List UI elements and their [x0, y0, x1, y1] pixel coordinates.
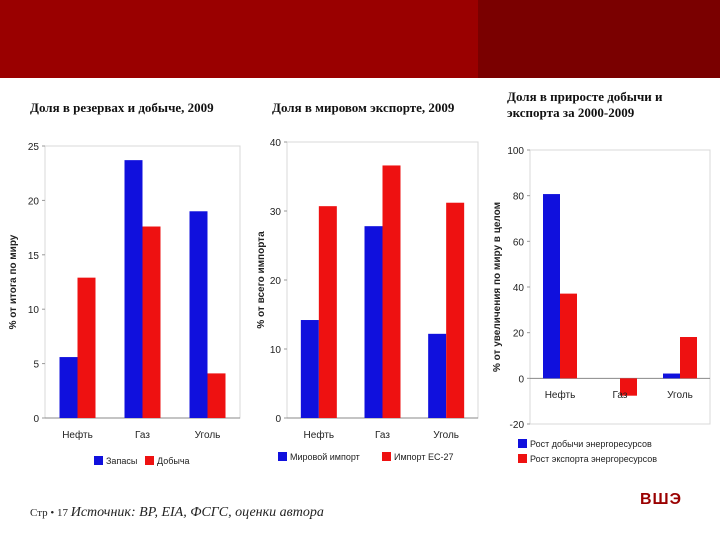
- c2-ytick-label-2: 20: [270, 276, 282, 287]
- c3-legend-label-1: Рост экспорта энергоресурсов: [530, 454, 657, 464]
- c3-ytick-label-2: 20: [513, 329, 525, 340]
- c3-ytick-label-3: 40: [513, 283, 525, 294]
- c3-ylabel: % от увеличения по миру в целом: [492, 202, 503, 372]
- c1-legend-swatch-1: [145, 456, 154, 465]
- c1-ytick-label-2: 10: [28, 305, 40, 316]
- c3-legend-swatch-0: [518, 439, 527, 448]
- c2-bar-Уголь-1: [446, 202, 465, 418]
- page-label: Стр •: [30, 507, 55, 519]
- c2-ylabel: % от всего импорта: [256, 231, 267, 329]
- hse-logo: ВШЭ: [640, 491, 683, 508]
- c2-bar-Газ-1: [382, 165, 401, 418]
- c2-legend-swatch-0: [278, 452, 287, 461]
- c2-category-label-1: Газ: [375, 430, 390, 441]
- chart2-title: Доля в мировом экспорте, 2009: [272, 100, 455, 115]
- c3-ytick-label-5: 80: [513, 192, 525, 203]
- c2-bar-Газ-0: [364, 226, 383, 418]
- c2-ytick-label-0: 0: [275, 414, 281, 425]
- c2-ytick-label-3: 30: [270, 207, 282, 218]
- chart-world-export: 0 10 20 30 40 % от всего импорта Нефть Газ Уголь…: [256, 138, 479, 462]
- c2-legend-label-0: Мировой импорт: [290, 452, 360, 462]
- c3-category-label-0: Нефть: [545, 389, 576, 401]
- c2-category-label-0: Нефть: [304, 429, 335, 441]
- c1-category-label-1: Газ: [135, 430, 150, 441]
- c1-legend-swatch-0: [94, 456, 103, 465]
- c3-ytick-label-1: 0: [518, 374, 524, 385]
- footer: Стр • 17 Источник: BP, EIA, ФСГС, оценки…: [30, 505, 324, 521]
- chart-reserves-production: 0 5 10 15 20 25 % от итога по миру Нефть Газ Угол…: [8, 142, 241, 466]
- c3-bar-Уголь-0: [663, 373, 680, 379]
- c3-ytick-label-4: 60: [513, 237, 525, 248]
- page-number: 17: [56, 507, 68, 519]
- c1-legend-label-1: Добыча: [157, 456, 190, 466]
- c1-ytick-label-4: 20: [28, 196, 40, 207]
- c1-ytick-label-3: 15: [28, 251, 40, 262]
- c3-bar-Нефть-1: [560, 293, 577, 379]
- c3-ytick-label-6: 100: [507, 146, 524, 157]
- c1-bar-Газ-0: [124, 160, 143, 419]
- chart3-title: Доля в приросте добычи и экспорта за 200…: [507, 89, 663, 120]
- c3-bar-Газ-1: [620, 378, 637, 396]
- c1-category-label-0: Нефть: [62, 429, 93, 441]
- c1-bar-Нефть-1: [77, 277, 96, 418]
- c3-bar-Уголь-1: [680, 337, 697, 379]
- c3-legend-label-0: Рост добычи энергоресурсов: [530, 439, 652, 449]
- c2-ytick-label-4: 40: [270, 138, 282, 149]
- c3-bar-Нефть-0: [543, 194, 560, 379]
- c3-category-label-1: Газ: [613, 390, 628, 401]
- c1-ytick-label-5: 25: [28, 142, 40, 153]
- c3-category-label-2: Уголь: [667, 390, 693, 401]
- c1-ytick-label-0: 0: [33, 414, 39, 425]
- c1-bar-Газ-1: [142, 226, 161, 418]
- c2-legend-label-1: Импорт ЕС-27: [394, 452, 453, 462]
- c1-bar-Нефть-0: [59, 357, 78, 418]
- header-banner-accent: [478, 0, 720, 78]
- c2-bar-Нефть-1: [318, 206, 337, 418]
- c2-bar-Нефть-0: [300, 320, 319, 418]
- c1-ylabel: % от итога по миру: [8, 234, 19, 329]
- c1-category-label-2: Уголь: [195, 430, 221, 441]
- c2-legend-swatch-1: [382, 452, 391, 461]
- c1-bar-Уголь-1: [207, 373, 226, 418]
- source-note: Источник: BP, EIA, ФСГС, оценки автора: [70, 505, 324, 520]
- c2-bar-Уголь-0: [428, 333, 447, 418]
- c3-legend-swatch-1: [518, 454, 527, 463]
- chart1-title: Доля в резервах и добыче, 2009: [30, 100, 214, 115]
- c2-category-label-2: Уголь: [433, 430, 459, 441]
- c1-ytick-label-1: 5: [33, 360, 39, 371]
- c3-ytick-label-0: -20: [510, 420, 525, 431]
- c1-legend-label-0: Запасы: [106, 456, 137, 466]
- chart-growth-share: -20 0 20 40 60 80 100 % от увеличения по миру в…: [492, 146, 711, 464]
- c1-bar-Уголь-0: [189, 211, 208, 418]
- c2-ytick-label-1: 10: [270, 345, 282, 356]
